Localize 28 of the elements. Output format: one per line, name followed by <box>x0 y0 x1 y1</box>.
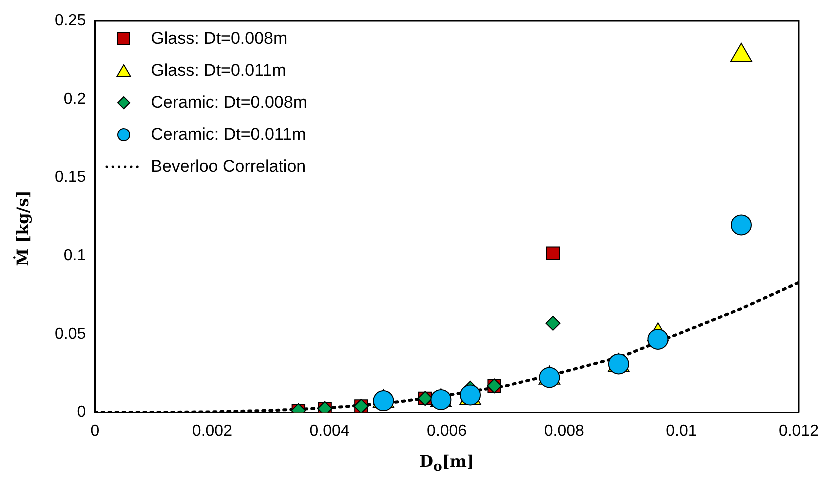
x-tick-label: 0.012 <box>778 422 820 440</box>
x-axis-title: D$_{o}$[m] <box>418 452 476 476</box>
x-tick-label: 0.002 <box>192 422 233 440</box>
y-tick-label: 0 <box>77 404 86 422</box>
x-tick-label: 0 <box>90 422 100 440</box>
legend-label: Glass: Dt=0.008m <box>151 28 288 50</box>
point <box>608 354 630 375</box>
legend-label: Ceramic: Dt=0.011m <box>151 124 306 146</box>
y-tick-label: 0.15 <box>55 169 86 186</box>
point <box>539 367 560 388</box>
y-tick-label: 0.25 <box>55 12 86 30</box>
x-tick-label: 0.008 <box>544 422 584 440</box>
legend-label: Ceramic: Dt=0.008m <box>151 92 308 114</box>
y-tick-label: 0.1 <box>64 247 86 264</box>
x-tick-label: 0.01 <box>666 422 698 440</box>
legend-label: Glass: Dt=0.011m <box>151 60 286 82</box>
point <box>373 390 394 412</box>
y-axis-title: Ṁ [kg/s] <box>14 190 33 266</box>
point <box>546 316 561 331</box>
point <box>731 214 752 236</box>
legend-label: Beverloo Correlation <box>151 156 306 178</box>
point <box>546 246 560 260</box>
x-tick-label: 0.004 <box>310 422 350 440</box>
point <box>430 389 452 410</box>
x-tick-label: 0.006 <box>427 422 468 440</box>
y-tick-label: 0.05 <box>55 326 86 343</box>
point <box>648 328 669 350</box>
y-tick-label: 0.2 <box>64 90 86 108</box>
